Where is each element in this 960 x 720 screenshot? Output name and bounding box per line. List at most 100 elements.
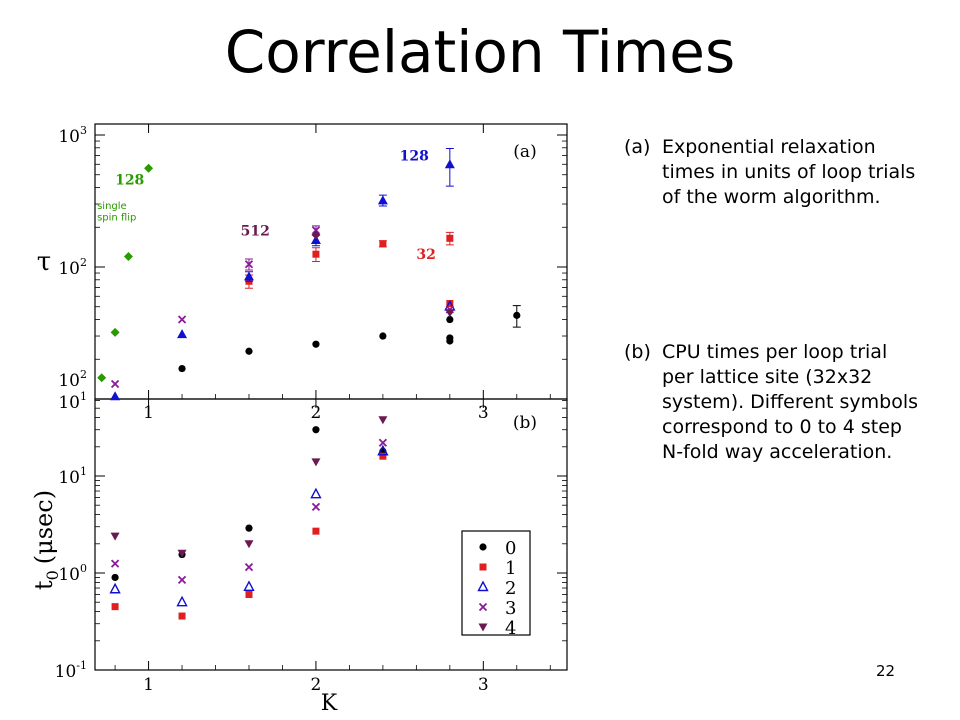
a-series-3-point [446, 234, 454, 242]
b-series-4-point [378, 416, 388, 425]
a-series-2-point [446, 334, 454, 342]
panel-a-frame [94, 123, 568, 400]
a-series-4-point [444, 159, 455, 169]
a-series-4-point [377, 195, 388, 205]
a-series-1-point [178, 364, 186, 373]
a-series-0-point [110, 327, 120, 337]
description-a: (a) Exponential relaxation times in unit… [624, 135, 924, 210]
description-b-label: (b) [624, 341, 651, 363]
legend-label-2: 2 [505, 578, 516, 599]
a-series-0-point [144, 163, 154, 173]
a-series-1-point [379, 332, 387, 340]
a-series-4-point [110, 391, 121, 401]
b-series-3-point [110, 559, 120, 568]
ylabel-sub: 0 [43, 570, 62, 580]
a-series-4-point [310, 235, 321, 245]
a-series-5-point [244, 260, 254, 269]
x-axis-label: K [321, 691, 338, 716]
a-series-3-point [312, 250, 320, 258]
b-series-1-point [312, 527, 320, 535]
b-ytick-label: 102 [58, 368, 87, 391]
slide-title: Correlation Times [224, 18, 736, 86]
b-series-2-point [176, 595, 188, 607]
b-series-4-point [311, 458, 321, 467]
a-ytick-label: 101 [58, 390, 87, 413]
b-series-4-point [244, 540, 254, 549]
a-series-4-point [177, 329, 188, 339]
annotation-3: 512 [241, 224, 270, 240]
a-series-1-point [446, 315, 454, 324]
panel-b-ylabel: t0 (μsec) [30, 490, 62, 590]
b-xtick-label: 1 [143, 675, 154, 695]
a-series-1-point [245, 347, 253, 355]
b-series-3-point [244, 562, 254, 572]
legend-marker-1 [479, 563, 487, 571]
legend-box [461, 530, 531, 636]
legend-marker-2 [477, 580, 489, 592]
b-series-0-point [111, 573, 119, 582]
b-series-2-point [310, 487, 322, 499]
annotation-5: 32 [416, 247, 435, 263]
b-series-2-point [243, 580, 255, 592]
b-series-1-point [111, 603, 119, 611]
description-a-text: Exponential relaxation times in units of… [662, 136, 916, 208]
b-ytick-label: 10-1 [55, 659, 87, 682]
b-xtick-label: 2 [311, 675, 322, 695]
a-series-1-point [513, 311, 521, 319]
ylabel-unit: (μsec) [30, 490, 58, 564]
a-xtick-label: 1 [143, 403, 154, 423]
a-ytick-label: 102 [58, 256, 87, 279]
legend-marker-4 [478, 623, 488, 632]
legend-marker-3 [478, 602, 488, 612]
b-series-1-point [379, 452, 387, 460]
panel-a-ylabel: τ [37, 247, 51, 277]
b-series-2-point [109, 582, 121, 594]
b-series-4-point [110, 532, 120, 541]
a-xtick-label: 3 [478, 403, 489, 423]
a-xtick-label: 2 [311, 403, 322, 423]
a-series-0-point [123, 252, 133, 262]
b-series-4-point [445, 309, 455, 318]
a-ytick-label: 103 [58, 124, 87, 147]
b-series-3-point [378, 438, 388, 447]
annotation-4: 128 [400, 149, 429, 165]
a-series-1-point [312, 340, 320, 348]
b-ytick-label: 100 [58, 562, 87, 585]
panel-a-ticks [95, 124, 567, 400]
panel-b-label: (b) [513, 413, 537, 433]
annotation-1: single [97, 201, 127, 212]
description-b-text: CPU times per loop trial per lattice sit… [662, 341, 918, 463]
legend-label-0: 0 [505, 538, 516, 559]
b-series-1-point [178, 612, 186, 620]
b-series-3-point [311, 502, 321, 512]
a-series-3-point [379, 240, 387, 248]
b-series-3-point [177, 575, 187, 584]
page-number: 22 [876, 662, 896, 680]
annotation-2: spin flip [97, 213, 136, 224]
a-series-5-point [110, 379, 120, 389]
a-series-6-point [311, 230, 321, 240]
b-series-1-point [446, 300, 454, 308]
svg-text:t0(μsec): t0 (μsec) [30, 490, 62, 590]
b-series-2-point [377, 444, 389, 456]
b-series-0-point [245, 524, 253, 532]
panel-b-frame [94, 398, 568, 671]
legend-marker-0 [479, 543, 487, 551]
description-a-label: (a) [624, 136, 651, 158]
panel-a-label: (a) [513, 142, 536, 162]
b-ytick-label: 101 [58, 465, 87, 488]
annotation-0: 128 [115, 173, 144, 189]
b-series-1-point [245, 591, 253, 599]
legend-label-1: 1 [505, 558, 516, 579]
a-series-5-point [177, 315, 187, 324]
a-series-4-point [243, 271, 254, 281]
panel-a-marks [97, 148, 521, 401]
b-series-4-point [177, 549, 187, 558]
legend-label-4: 4 [505, 618, 516, 639]
panel-b-marks [109, 299, 456, 620]
a-series-5-point [311, 226, 321, 235]
